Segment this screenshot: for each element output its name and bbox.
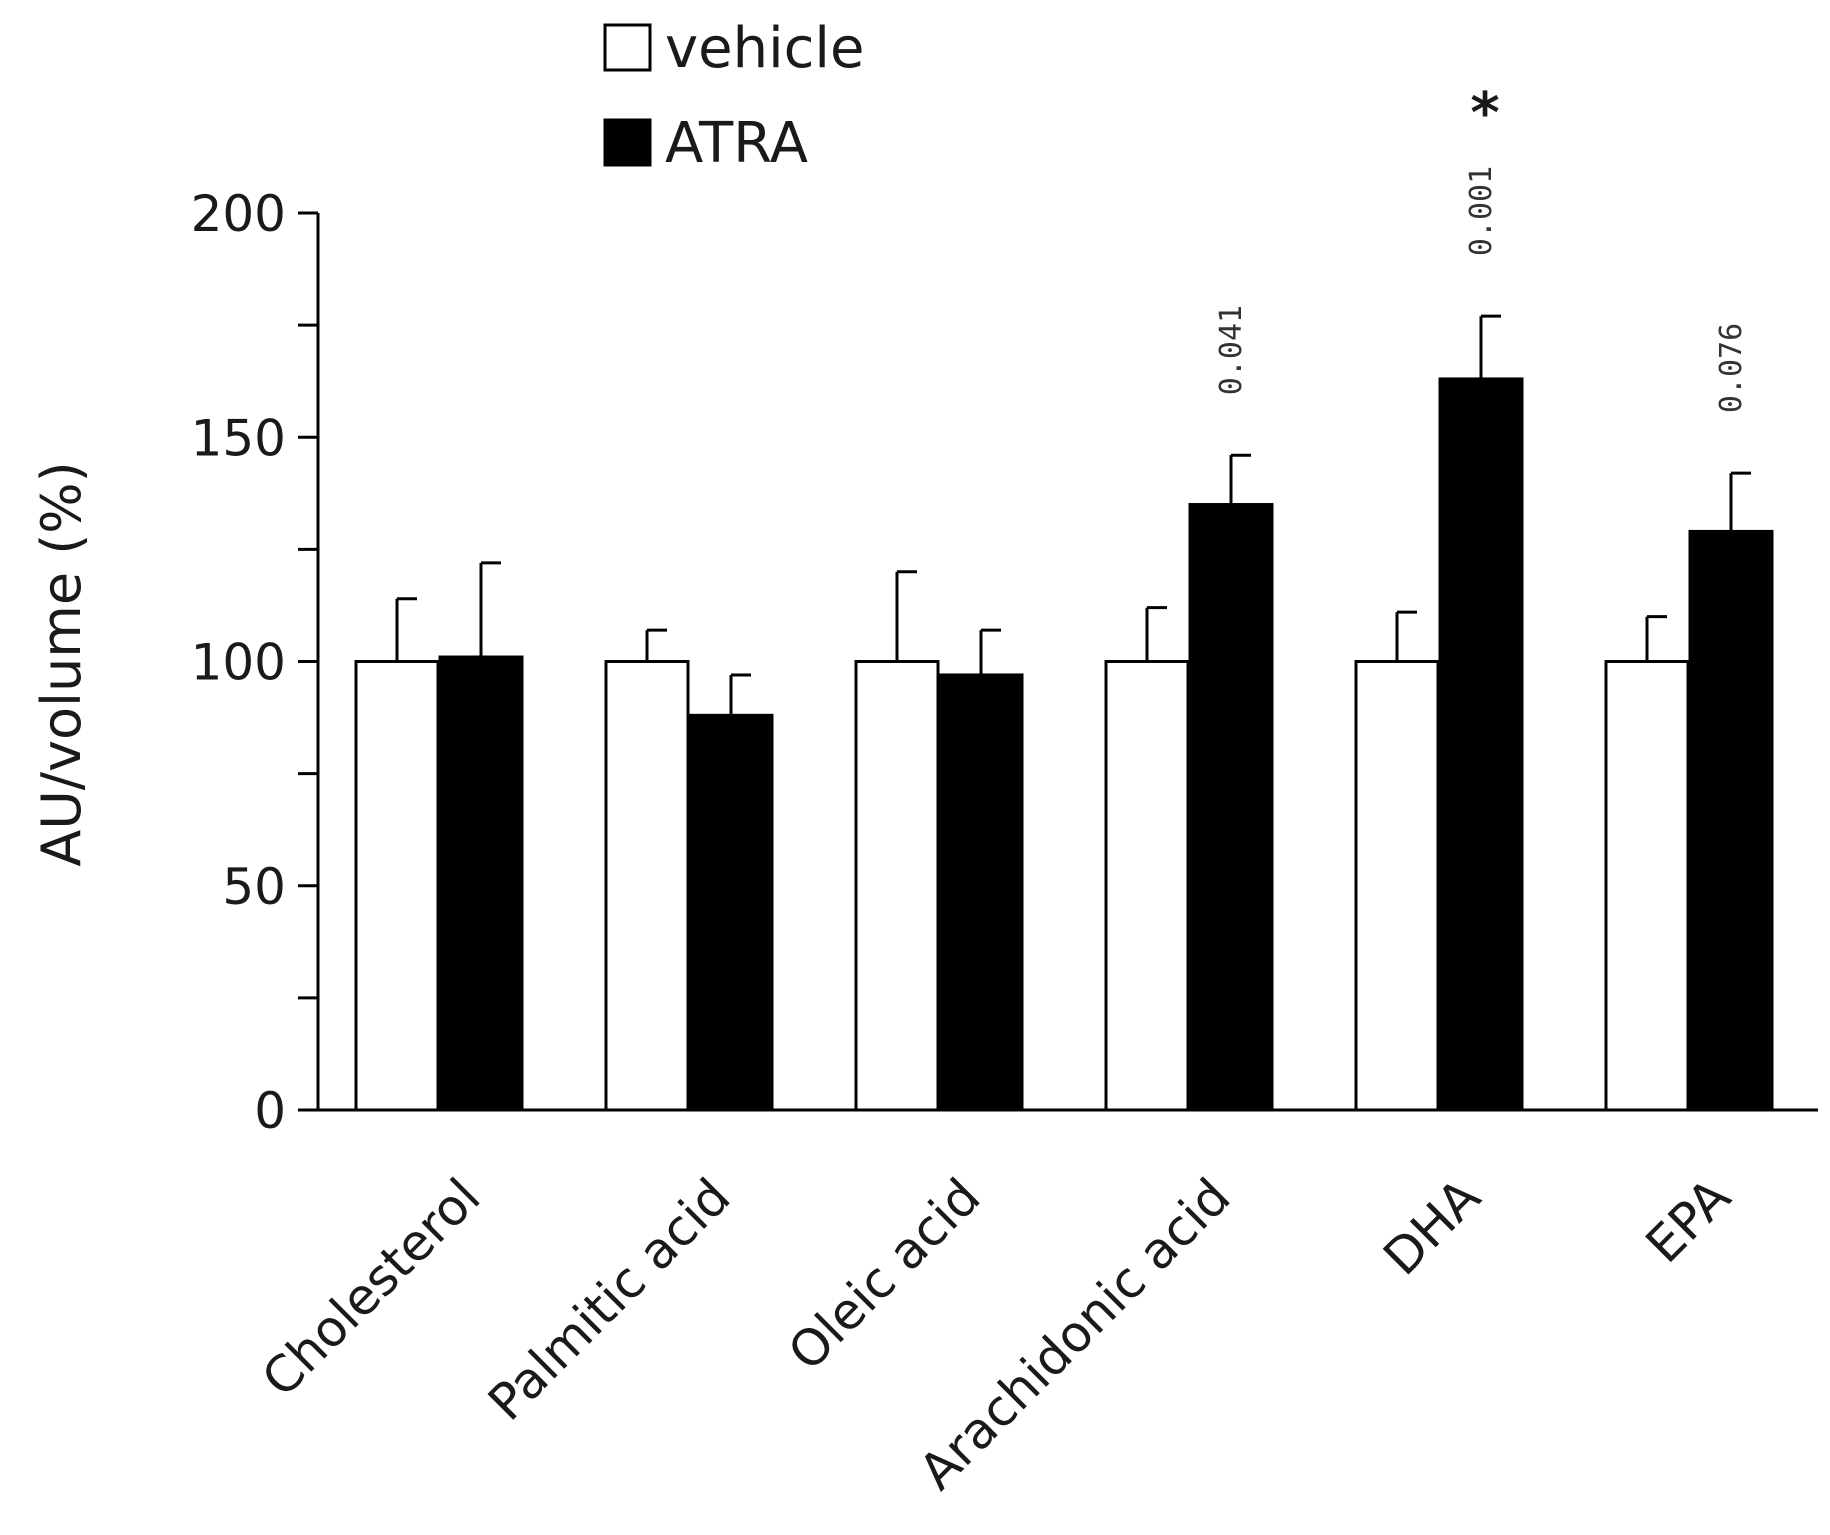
bar-dha-vehicle: [1354, 660, 1440, 1112]
bar-cholesterol-atra: [438, 655, 524, 1112]
bar-arachidonic-acid-vehicle: [1104, 660, 1190, 1112]
legend-swatch-vehicle: [603, 23, 652, 72]
p-value-arachidonic-acid: 0.041: [1214, 305, 1249, 395]
bar-palmitic-acid-vehicle: [604, 660, 690, 1112]
significance-marker-dha: *: [1470, 81, 1499, 146]
bar-cholesterol-vehicle: [354, 660, 440, 1112]
p-value-dha: 0.001: [1464, 166, 1499, 256]
category-label-dha: DHA: [1372, 1167, 1491, 1286]
category-label-cholesterol: Cholesterol: [251, 1167, 492, 1408]
y-tick-label-0: 0: [254, 1082, 286, 1140]
bar-epa-atra: [1688, 529, 1774, 1112]
y-tick-label-150: 150: [191, 409, 286, 467]
bar-oleic-acid-atra: [938, 673, 1024, 1112]
y-tick-label-50: 50: [222, 858, 286, 916]
category-label-epa: EPA: [1635, 1167, 1742, 1274]
bar-oleic-acid-vehicle: [854, 660, 940, 1112]
y-tick-label-100: 100: [191, 634, 286, 692]
legend-swatch-atra: [603, 118, 652, 167]
category-label-palmitic-acid: Palmitic acid: [477, 1167, 741, 1431]
category-label-oleic-acid: Oleic acid: [777, 1167, 991, 1381]
y-tick-label-200: 200: [191, 185, 286, 243]
y-axis-title: AU/volume (%): [30, 461, 93, 866]
bar-palmitic-acid-atra: [688, 713, 774, 1112]
p-value-epa: 0.076: [1714, 323, 1749, 413]
bar-dha-atra: [1438, 377, 1524, 1112]
bar-arachidonic-acid-atra: [1188, 503, 1274, 1112]
legend-label-vehicle: vehicle: [665, 16, 864, 81]
legend-label-atra: ATRA: [665, 111, 808, 176]
bar-epa-vehicle: [1604, 660, 1690, 1112]
legend: vehicle ATRA: [603, 16, 864, 176]
